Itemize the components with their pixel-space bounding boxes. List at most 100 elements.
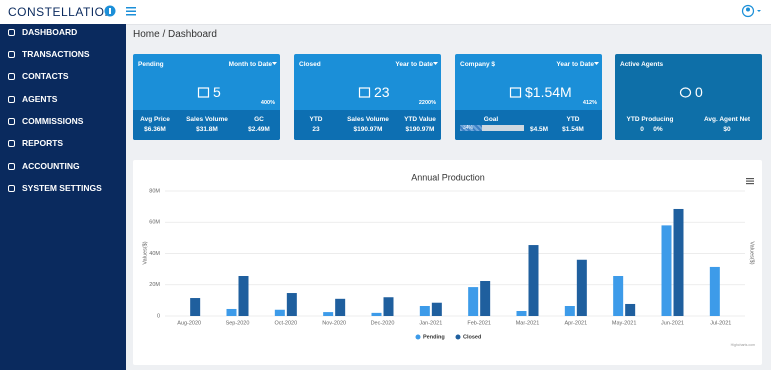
menu-label: DASHBOARD [22,27,78,37]
menu-item[interactable]: TRANSACTIONS [8,49,90,59]
chart-panel: Annual Production Values($) Values($) Hi… [133,160,762,365]
legend-marker [455,334,461,340]
y-tick-label: 80M [149,188,160,194]
dropdown-caret [433,62,438,65]
y-tick-label: 20M [149,282,160,288]
bar [323,312,334,316]
menu-item[interactable]: SYSTEM SETTINGS [8,183,102,193]
stat-value: $1.54M [562,126,584,133]
bar [274,309,285,316]
card-change: 412% [582,100,597,106]
card-change: 2200% [418,100,436,106]
chart-menu[interactable] [746,178,754,185]
menu-icon [8,162,15,170]
legend-marker [415,334,421,340]
card-footer [133,110,280,140]
stat-card: Pending Month to Date 5 400% Avg Price $6.36M… [133,54,280,140]
card-value: 5 [213,84,221,100]
stat-label: YTD [566,116,580,123]
goal-progress-label: 34% [463,125,474,131]
card-footer [294,110,441,140]
menu-label: SYSTEM SETTINGS [22,183,102,193]
x-tick-label: Mar-2021 [516,320,540,326]
card-title: Pending [138,61,164,68]
stat-card: Company $ Year to Date $1.54M 412% Goal 34% $4… [455,54,602,140]
dropdown-caret [594,62,599,65]
logo[interactable]: CONSTELLATION [8,5,114,19]
bar [383,297,394,316]
goal-label: Goal [483,116,499,123]
card-title: Closed [299,61,321,68]
bar [238,276,249,316]
bar [576,259,587,316]
menu-toggle[interactable] [126,7,136,16]
card-footer [615,110,762,140]
x-tick-label: Sep-2020 [226,320,250,326]
y-tick-label: 60M [149,220,160,226]
x-tick-label: May-2021 [612,320,636,326]
menu-item[interactable]: AGENTS [8,94,57,104]
card-value: 0 [695,84,703,100]
x-tick-label: Jul-2021 [710,320,731,326]
bar [480,281,491,316]
bar [516,311,527,316]
chart-title: Annual Production [411,172,485,182]
y-tick-label: 40M [149,251,160,257]
menu-item[interactable]: REPORTS [8,138,63,148]
bar [190,298,201,316]
credits: Highcharts.com [731,343,755,347]
stat-label: Sales Volume [186,116,228,123]
menu-item[interactable]: COMMISSIONS [8,116,83,126]
bar [371,312,382,316]
card-icon [509,87,522,98]
goal-progress-fill: 34% [460,125,482,131]
menu-item[interactable]: DASHBOARD [8,27,77,37]
legend-label: Pending [423,334,445,340]
card-value: $1.54M [525,84,572,100]
bar [286,293,297,316]
sidebar: DASHBOARD TRANSACTIONS CONTACTS AGENTS COMMI… [0,24,126,370]
x-tick-label: Aug-2020 [177,320,201,326]
stat-value: $6.36M [144,126,166,133]
bar [673,208,684,316]
period-dropdown[interactable]: Year to Date [395,61,433,68]
bar [419,306,430,316]
logo-icon [104,5,116,17]
card-title: Active Agents [620,61,664,68]
menu-icon [8,50,15,58]
stat-label: Avg Price [140,116,170,123]
period-dropdown[interactable]: Year to Date [556,61,594,68]
period-dropdown[interactable]: Month to Date [228,61,272,68]
menu-label: CONTACTS [22,71,69,81]
stat-label: GC [254,116,264,123]
stat-card: Closed Year to Date 23 2200% YTD 23 Sales Volu… [294,54,441,140]
menu-icon [8,139,15,147]
bar [335,298,346,316]
menu-icon [8,95,15,103]
x-tick-label: Nov-2020 [322,320,346,326]
user-menu[interactable] [741,4,765,18]
menu-icon [8,117,15,125]
bar [709,266,720,316]
stat-label: YTD [309,116,323,123]
menu-label: TRANSACTIONS [22,49,90,59]
x-tick-label: Oct-2020 [275,320,298,326]
menu-icon [8,72,15,80]
goal-value: $4.5M [529,126,549,133]
card-icon [197,87,210,98]
stat-label: Avg. Agent Net [703,116,751,123]
bar [613,276,624,316]
menu-label: COMMISSIONS [22,116,84,126]
stat-value: $190.97M [405,126,435,133]
card-icon [358,87,371,98]
menu-item[interactable]: CONTACTS [8,71,69,81]
stat-value: $0 [723,126,731,133]
menu-item[interactable]: ACCOUNTING [8,161,80,171]
legend-label: Closed [463,334,481,340]
stat-card: Active Agents 0 YTD Producing 0 0% Avg. Agent… [615,54,762,140]
stat-value: $190.97M [353,126,383,133]
stat-value: $31.8M [196,126,218,133]
bar [226,308,237,316]
menu-label: ACCOUNTING [22,161,80,171]
